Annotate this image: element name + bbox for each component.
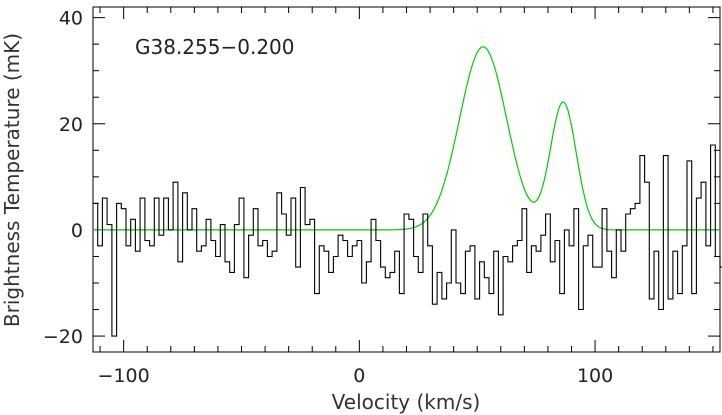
y-tick-label: 0	[71, 220, 83, 242]
x-tick-label: 0	[353, 365, 365, 387]
x-tick-label: −100	[98, 365, 150, 387]
gaussian-fit-line	[93, 46, 720, 231]
x-tick-label: 100	[577, 365, 613, 387]
y-tick-label: −20	[43, 326, 83, 348]
y-tick-label: 40	[59, 8, 83, 30]
y-axis-title: Brightness Temperature (mK)	[0, 33, 24, 327]
source-name-label: G38.255−0.200	[135, 35, 295, 59]
spectrum-histogram	[93, 144, 722, 337]
axis-tick-labels: −100 0 100 −20 0 20 40	[43, 8, 613, 387]
x-axis-title: Velocity (km/s)	[332, 390, 481, 414]
y-tick-label: 20	[59, 114, 83, 136]
axis-ticks	[93, 7, 720, 352]
